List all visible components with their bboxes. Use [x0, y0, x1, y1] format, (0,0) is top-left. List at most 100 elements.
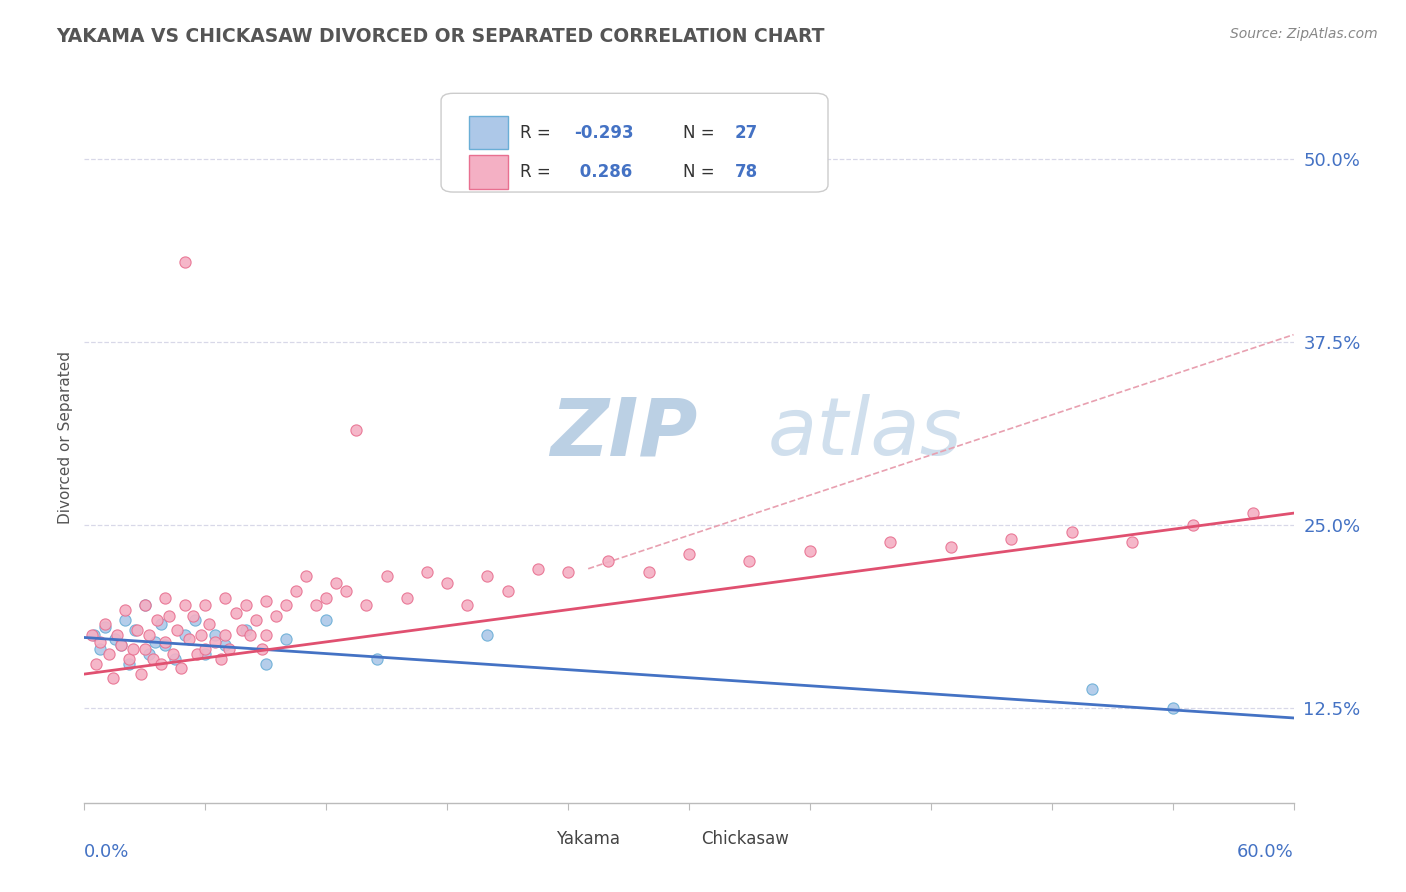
Text: -0.293: -0.293	[574, 124, 634, 142]
Text: 78: 78	[735, 163, 758, 181]
Point	[149, 657, 172, 671]
Text: 0.0%: 0.0%	[84, 843, 129, 861]
Point	[104, 632, 127, 646]
Point	[129, 667, 152, 681]
Point	[598, 554, 620, 568]
Text: Yakama: Yakama	[555, 830, 620, 848]
Point	[181, 608, 204, 623]
Point	[939, 540, 962, 554]
Point	[194, 599, 217, 613]
FancyBboxPatch shape	[657, 829, 695, 859]
Point	[153, 591, 176, 605]
Point	[496, 583, 519, 598]
Text: 60.0%: 60.0%	[1237, 843, 1294, 861]
Point	[274, 599, 297, 613]
Text: 27: 27	[735, 124, 758, 142]
Point	[209, 652, 232, 666]
Point	[678, 547, 700, 561]
Point	[218, 642, 240, 657]
Text: ZIP: ZIP	[550, 394, 697, 473]
Point	[738, 554, 761, 568]
Point	[138, 627, 160, 641]
FancyBboxPatch shape	[512, 829, 550, 859]
Point	[134, 642, 156, 657]
Point	[274, 632, 297, 646]
Point	[89, 635, 111, 649]
Point	[245, 613, 267, 627]
Point	[254, 657, 277, 671]
Point	[134, 599, 156, 613]
Point	[166, 623, 188, 637]
Point	[477, 627, 499, 641]
Point	[335, 583, 357, 598]
Point	[214, 627, 236, 641]
Point	[204, 627, 226, 641]
Text: YAKAMA VS CHICKASAW DIVORCED OR SEPARATED CORRELATION CHART: YAKAMA VS CHICKASAW DIVORCED OR SEPARATE…	[56, 27, 825, 45]
Text: Chickasaw: Chickasaw	[702, 830, 789, 848]
Point	[93, 617, 115, 632]
Point	[110, 638, 132, 652]
Point	[138, 647, 160, 661]
Point	[174, 254, 197, 268]
Point	[184, 613, 207, 627]
Point	[105, 627, 128, 641]
Point	[174, 599, 197, 613]
Point	[225, 606, 247, 620]
Point	[527, 562, 550, 576]
Point	[1121, 535, 1143, 549]
Point	[250, 642, 273, 657]
Point	[170, 661, 193, 675]
Point	[121, 642, 143, 657]
Point	[366, 652, 388, 666]
Point	[101, 672, 124, 686]
FancyBboxPatch shape	[441, 94, 828, 192]
Text: R =: R =	[520, 124, 555, 142]
Point	[97, 647, 120, 661]
Point	[1241, 506, 1264, 520]
Point	[165, 652, 187, 666]
Point	[235, 599, 257, 613]
Point	[198, 617, 221, 632]
Point	[231, 623, 253, 637]
Point	[118, 657, 141, 671]
Point	[557, 565, 579, 579]
Point	[153, 635, 176, 649]
Point	[239, 627, 262, 641]
Point	[356, 599, 378, 613]
Point	[93, 620, 115, 634]
Point	[1161, 700, 1184, 714]
Point	[162, 647, 184, 661]
Point	[346, 423, 368, 437]
Point	[149, 617, 172, 632]
Point	[194, 642, 217, 657]
Point	[190, 627, 212, 641]
Point	[295, 569, 318, 583]
Point	[214, 591, 236, 605]
Point	[82, 627, 104, 641]
Point	[637, 565, 659, 579]
Point	[157, 608, 180, 623]
Point	[83, 627, 105, 641]
Point	[395, 591, 418, 605]
Point	[194, 647, 217, 661]
Point	[416, 565, 439, 579]
Point	[254, 594, 277, 608]
Point	[1060, 525, 1083, 540]
Point	[285, 583, 308, 598]
Point	[879, 535, 901, 549]
Text: R =: R =	[520, 163, 555, 181]
FancyBboxPatch shape	[468, 116, 508, 149]
Point	[89, 642, 111, 657]
Text: Source: ZipAtlas.com: Source: ZipAtlas.com	[1230, 27, 1378, 41]
Point	[254, 627, 277, 641]
Point	[1081, 681, 1104, 696]
Point	[1000, 533, 1022, 547]
Point	[375, 569, 398, 583]
Point	[110, 638, 132, 652]
Point	[143, 635, 166, 649]
Point	[146, 613, 169, 627]
Point	[153, 638, 176, 652]
Point	[174, 627, 197, 641]
Point	[114, 613, 136, 627]
Point	[305, 599, 328, 613]
